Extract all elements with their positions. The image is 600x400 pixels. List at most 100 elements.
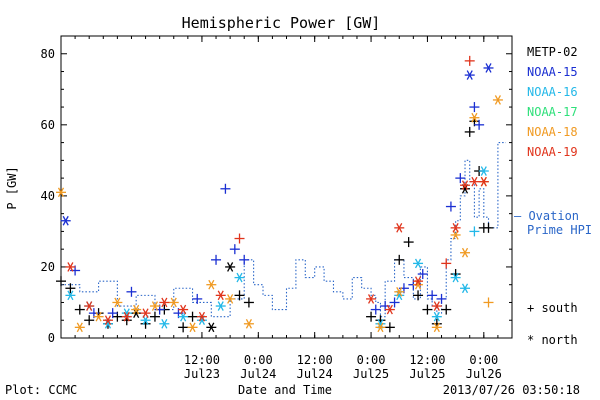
marker-stroke xyxy=(161,297,168,308)
point-noaa-18-north xyxy=(460,247,471,258)
point-noaa-18-north xyxy=(168,297,179,308)
marker-stroke xyxy=(217,301,224,311)
point-metp-02-south xyxy=(56,276,66,287)
point-noaa-15-south xyxy=(417,269,428,280)
point-noaa-18-north xyxy=(225,294,236,304)
point-noaa-19-north xyxy=(84,301,95,311)
point-noaa-18-north xyxy=(187,322,198,333)
point-noaa-15-south xyxy=(107,308,118,319)
point-noaa-19-north xyxy=(102,315,113,326)
marker-stroke xyxy=(114,297,121,308)
point-metp-02-north xyxy=(225,262,236,272)
marker-stroke xyxy=(471,112,478,123)
point-noaa-18-north xyxy=(149,301,160,311)
point-metp-02-south xyxy=(65,283,76,294)
point-noaa-19-north xyxy=(65,262,76,272)
point-noaa-19-north xyxy=(215,290,226,301)
point-metp-02-south xyxy=(74,304,85,315)
point-noaa-19-south xyxy=(441,258,452,269)
point-noaa-16-north xyxy=(65,290,76,301)
point-noaa-19-north xyxy=(478,176,489,187)
point-noaa-15-south xyxy=(389,297,400,308)
point-noaa-15-south xyxy=(126,286,137,297)
marker-stroke xyxy=(198,311,206,322)
legend-entry: NOAA-18 xyxy=(527,125,578,139)
legend-ovation: — Ovation xyxy=(514,209,579,223)
legend-marker-south: + south xyxy=(527,301,578,315)
marker-stroke xyxy=(433,322,440,333)
point-metp-02-south xyxy=(384,322,395,333)
footer-left: Plot: CCMC xyxy=(5,383,77,397)
marker-stroke xyxy=(414,258,422,269)
x-tick-label-date: Jul26 xyxy=(466,367,502,381)
point-noaa-16-north xyxy=(478,166,489,176)
marker-stroke xyxy=(95,311,102,322)
legend-marker-north: * north xyxy=(527,333,578,347)
point-metp-02-south xyxy=(187,311,198,322)
legend-entry: NOAA-17 xyxy=(527,105,578,119)
point-metp-02-south xyxy=(394,254,405,265)
point-noaa-15-south xyxy=(436,293,447,304)
point-noaa-15-south xyxy=(445,201,456,212)
point-noaa-18-north xyxy=(375,322,386,333)
marker-stroke xyxy=(494,95,501,105)
marker-stroke xyxy=(142,308,149,318)
point-noaa-15-south xyxy=(192,293,203,304)
marker-stroke xyxy=(466,70,473,80)
x-tick-label-time: 0:00 xyxy=(244,353,273,367)
point-noaa-16-north xyxy=(234,272,245,283)
point-noaa-18-north xyxy=(243,318,254,329)
point-metp-02-south xyxy=(84,315,95,326)
x-tick-label-date: Jul25 xyxy=(409,367,445,381)
point-noaa-18-north xyxy=(131,304,142,315)
point-noaa-18-north xyxy=(93,311,104,322)
point-metp-02-south xyxy=(178,322,189,333)
point-noaa-15-south xyxy=(474,119,485,130)
point-noaa-19-north xyxy=(431,301,442,311)
y-tick-label: 80 xyxy=(41,47,55,61)
marker-stroke xyxy=(461,180,469,191)
legend-entry: NOAA-15 xyxy=(527,65,578,79)
point-noaa-18-north xyxy=(206,279,217,290)
point-noaa-19-north xyxy=(178,304,189,315)
x-tick-label-time: 0:00 xyxy=(357,353,386,367)
y-tick-label: 20 xyxy=(41,260,55,274)
point-noaa-18-north xyxy=(394,286,405,297)
marker-stroke xyxy=(189,322,196,333)
point-noaa-18-north xyxy=(56,187,66,198)
marker-stroke xyxy=(245,318,252,329)
marker-stroke xyxy=(86,301,93,311)
marker-stroke xyxy=(62,215,69,226)
legend-ovation: Prime HPI xyxy=(527,223,592,237)
footer-timestamp: 2013/07/26 03:50:18 xyxy=(443,383,580,397)
point-noaa-19-south xyxy=(464,55,475,66)
point-noaa-16-north xyxy=(413,258,424,269)
point-noaa-19-north xyxy=(159,297,170,308)
x-axis-label: Date and Time xyxy=(238,383,332,397)
x-tick-label-time: 12:00 xyxy=(184,353,220,367)
marker-stroke xyxy=(170,297,177,308)
point-metp-02-south xyxy=(413,290,424,301)
marker-stroke xyxy=(208,279,215,290)
y-tick-label: 0 xyxy=(48,331,55,345)
marker-stroke xyxy=(377,322,384,333)
marker-stroke xyxy=(485,63,492,73)
point-noaa-15-north xyxy=(464,70,475,80)
x-tick-label-date: Jul24 xyxy=(240,367,276,381)
point-noaa-15-south xyxy=(370,304,381,315)
point-noaa-15-south xyxy=(229,244,240,255)
marker-stroke xyxy=(57,187,65,198)
point-noaa-19-north xyxy=(384,304,395,315)
point-noaa-19-south xyxy=(234,233,245,244)
point-noaa-15-south xyxy=(220,183,231,194)
point-noaa-16-north xyxy=(159,318,170,329)
point-noaa-15-south xyxy=(469,102,480,113)
marker-stroke xyxy=(433,311,440,322)
point-metp-02-north xyxy=(206,322,217,333)
point-noaa-18-north xyxy=(431,322,442,333)
point-metp-02-south xyxy=(149,311,160,322)
point-metp-02-south xyxy=(441,304,452,315)
marker-stroke xyxy=(452,223,459,233)
marker-stroke xyxy=(104,315,112,326)
point-noaa-19-north xyxy=(450,223,461,233)
